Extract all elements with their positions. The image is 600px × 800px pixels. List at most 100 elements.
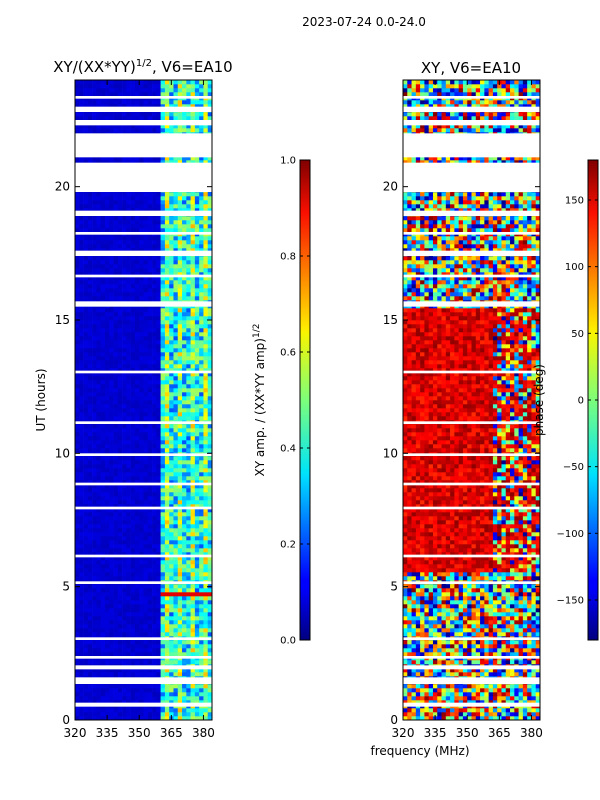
amplitude-cell — [203, 628, 209, 633]
amplitude-cell — [152, 584, 157, 589]
amplitude-cell — [182, 392, 187, 397]
amplitude-cell — [160, 128, 166, 133]
amplitude-cell — [113, 440, 119, 445]
amplitude-cell — [190, 196, 196, 201]
amplitude-cell — [104, 404, 110, 409]
amplitude-cell — [207, 528, 212, 533]
amplitude-cell — [75, 316, 80, 321]
amplitude-cell — [190, 644, 196, 649]
amplitude-cell — [182, 128, 187, 133]
amplitude-cell — [147, 344, 153, 349]
amplitude-cell — [139, 564, 144, 569]
amplitude-cell — [186, 320, 191, 325]
amplitude-cell — [139, 592, 144, 597]
amplitude-cell — [186, 464, 191, 469]
amplitude-cell — [199, 444, 204, 449]
amplitude-cell — [143, 436, 149, 441]
amplitude-cell — [182, 296, 187, 301]
amplitude-cell — [177, 436, 183, 441]
amplitude-cell — [177, 404, 183, 409]
amplitude-cell — [190, 128, 196, 133]
amplitude-cell — [182, 564, 187, 569]
amplitude-cell — [113, 460, 119, 465]
amplitude-cell — [173, 444, 179, 449]
amplitude-cell — [182, 712, 187, 717]
amplitude-cell — [83, 672, 89, 677]
amplitude-cell — [117, 608, 123, 613]
amplitude-cell — [182, 560, 187, 565]
amplitude-cell — [122, 272, 127, 277]
amplitude-cell — [130, 336, 136, 341]
amplitude-cell — [96, 632, 101, 637]
amplitude-cell — [75, 592, 80, 597]
amplitude-cell — [194, 364, 200, 369]
amplitude-cell — [152, 104, 157, 109]
amplitude-cell — [207, 428, 212, 433]
amplitude-cell — [194, 712, 200, 717]
amplitude-cell — [100, 576, 106, 581]
amplitude-cell — [152, 616, 157, 621]
amplitude-cell — [109, 480, 114, 485]
amplitude-cell — [194, 480, 200, 485]
amplitude-cell — [104, 344, 110, 349]
amplitude-cell — [169, 396, 174, 401]
amplitude-cell — [126, 156, 131, 161]
amplitude-cell — [169, 496, 174, 501]
amplitude-cell — [169, 328, 174, 333]
amplitude-cell — [109, 512, 114, 517]
amplitude-cell — [96, 280, 101, 285]
amplitude-cell — [100, 204, 106, 209]
amplitude-cell — [100, 256, 106, 261]
amplitude-cell — [109, 384, 114, 389]
amplitude-cell — [194, 520, 200, 525]
amplitude-cell — [147, 700, 153, 705]
amplitude-cell — [87, 116, 93, 121]
amplitude-cell — [164, 584, 170, 589]
amplitude-cell — [139, 576, 144, 581]
amplitude-cell — [75, 424, 80, 429]
amplitude-cell — [152, 408, 157, 413]
amplitude-cell — [147, 372, 153, 377]
amplitude-cell — [117, 432, 123, 437]
amplitude-cell — [92, 332, 97, 337]
amplitude-cell — [203, 552, 209, 557]
amplitude-cell — [83, 560, 89, 565]
amplitude-cell — [79, 376, 84, 381]
amplitude-cell — [96, 332, 101, 337]
amplitude-cell — [87, 220, 93, 225]
amplitude-cell — [117, 272, 123, 277]
amplitude-cell — [117, 480, 123, 485]
amplitude-cell — [156, 244, 161, 249]
amplitude-cell — [122, 112, 127, 117]
amplitude-cell — [164, 340, 170, 345]
amplitude-cell — [177, 480, 183, 485]
amplitude-cell — [134, 652, 140, 657]
amplitude-cell — [79, 472, 84, 477]
amplitude-cell — [177, 716, 183, 720]
amplitude-cell — [126, 624, 131, 629]
amplitude-cell — [164, 112, 170, 117]
amplitude-cell — [75, 608, 80, 613]
amplitude-cell — [199, 612, 204, 617]
amplitude-cell — [113, 472, 119, 477]
amplitude-cell — [130, 544, 136, 549]
amplitude-cell — [199, 496, 204, 501]
amplitude-cell — [75, 444, 80, 449]
amplitude-cell — [173, 440, 179, 445]
amplitude-cell — [122, 700, 127, 705]
amplitude-cell — [126, 504, 131, 509]
amplitude-cell — [203, 192, 209, 197]
amplitude-cell — [177, 528, 183, 533]
amplitude-cell — [130, 392, 136, 397]
amplitude-cell — [207, 588, 212, 593]
amplitude-cell — [177, 432, 183, 437]
amplitude-cell — [104, 672, 110, 677]
amplitude-cell — [126, 196, 131, 201]
amplitude-cell — [92, 260, 97, 265]
amplitude-cell — [152, 364, 157, 369]
amplitude-cell — [199, 708, 204, 713]
amplitude-cell — [130, 364, 136, 369]
amplitude-cell — [122, 292, 127, 297]
amplitude-cell — [143, 552, 149, 557]
amplitude-cell — [203, 340, 209, 345]
